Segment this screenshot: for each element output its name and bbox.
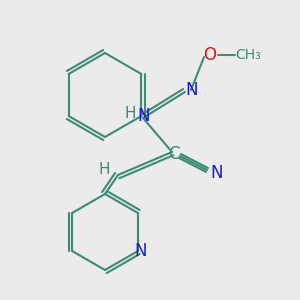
Text: O: O — [203, 46, 217, 64]
Text: N: N — [137, 107, 150, 125]
Text: H: H — [98, 163, 110, 178]
Text: H: H — [124, 106, 136, 121]
Text: N: N — [186, 81, 198, 99]
Text: N: N — [135, 242, 147, 260]
Text: N: N — [211, 164, 223, 182]
Text: C: C — [168, 145, 180, 163]
Text: CH₃: CH₃ — [235, 48, 261, 62]
